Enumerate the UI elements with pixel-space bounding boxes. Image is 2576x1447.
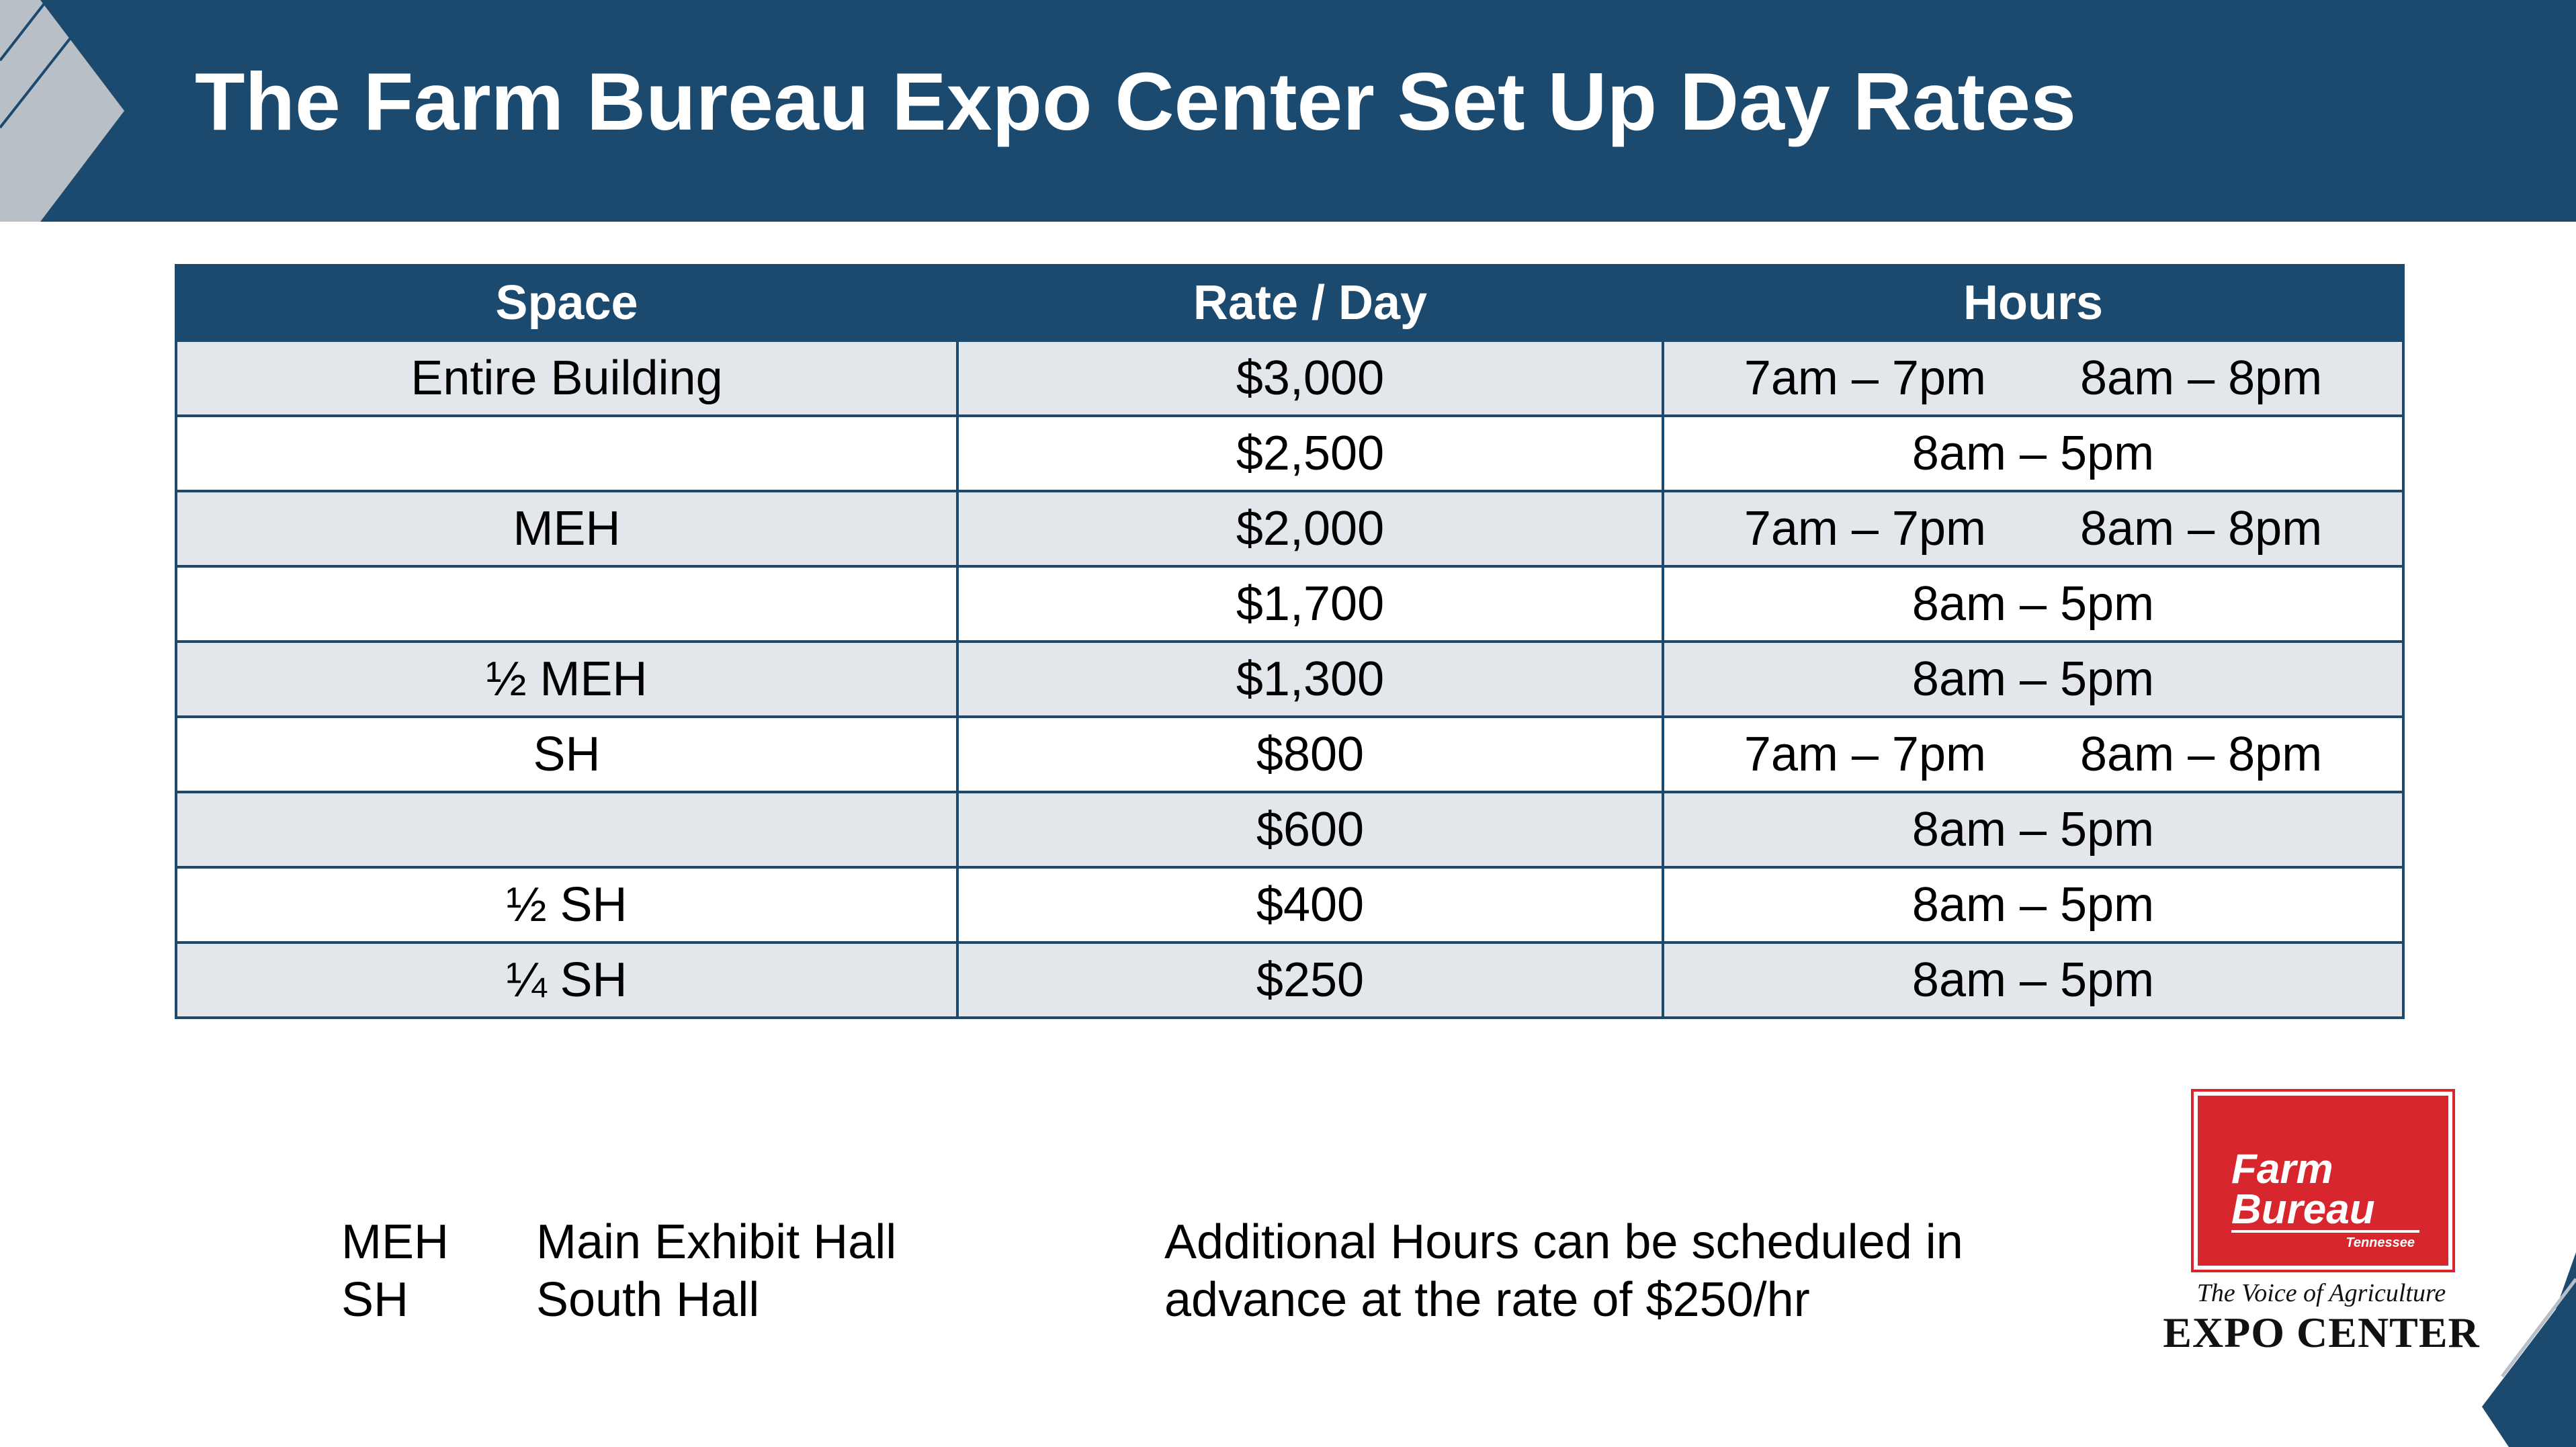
legend-meaning: South Hall [536,1273,760,1327]
rate-cell: $250 [956,941,1664,1019]
page-title: The Farm Bureau Expo Center Set Up Day R… [195,56,2076,147]
hours-range: 8am – 8pm [2080,502,2323,556]
logo-rule [2231,1230,2419,1233]
logo-name: EXPO CENTER [2163,1309,2480,1356]
table-row: $2,500 8am – 5pm [175,414,2405,492]
rate-cell: $400 [956,866,1664,944]
table-row: Entire Building $3,000 7am – 7pm 8am – 8p… [175,339,2405,417]
rate-cell: $1,300 [956,640,1664,718]
hours-range: 7am – 7pm [1744,502,1986,556]
note-line: Additional Hours can be scheduled in [1164,1215,1963,1269]
chevron-decoration [0,0,124,222]
table-row: SH $800 7am – 7pm 8am – 8pm [175,715,2405,793]
expo-center-logo: Farm Bureau Tennessee The Voice of Agric… [2157,1089,2486,1360]
space-cell [175,565,959,643]
space-cell: ½ MEH [175,640,959,718]
table-header-row: Space Rate / Day Hours [175,264,2405,342]
table-row: MEH $2,000 7am – 7pm 8am – 8pm [175,490,2405,568]
hours-cell: 7am – 7pm 8am – 8pm [1662,490,2405,568]
note-line: advance at the rate of $250/hr [1164,1273,1810,1327]
hours-range: 7am – 7pm [1744,351,1986,405]
space-cell: ¼ SH [175,941,959,1019]
legend-item: SH South Hall [341,1271,896,1329]
rate-cell: $600 [956,791,1664,869]
legend-item: MEH Main Exhibit Hall [341,1213,896,1271]
space-cell: MEH [175,490,959,568]
hours-cell: 8am – 5pm [1662,866,2405,944]
logo-brand-text: Farm Bureau [2231,1146,2375,1233]
rate-cell: $2,000 [956,490,1664,568]
table-row: ½ SH $400 8am – 5pm [175,866,2405,944]
space-cell: Entire Building [175,339,959,417]
table-row: $600 8am – 5pm [175,791,2405,869]
rate-cell: $1,700 [956,565,1664,643]
title-banner: The Farm Bureau Expo Center Set Up Day R… [0,0,2576,222]
hours-range: 8am – 8pm [2080,351,2323,405]
hours-cell: 8am – 5pm [1662,640,2405,718]
table-row: $1,700 8am – 5pm [175,565,2405,643]
space-cell: SH [175,715,959,793]
hours-cell: 8am – 5pm [1662,941,2405,1019]
space-cell: ½ SH [175,866,959,944]
rate-cell: $800 [956,715,1664,793]
space-cell [175,791,959,869]
column-header-rate: Rate / Day [956,264,1664,342]
hours-cell: 7am – 7pm 8am – 8pm [1662,715,2405,793]
legend-meaning: Main Exhibit Hall [536,1215,897,1269]
additional-hours-note: Additional Hours can be scheduled in adv… [1164,1213,2038,1329]
hours-range: 7am – 7pm [1744,728,1986,781]
table-row: ¼ SH $250 8am – 5pm [175,941,2405,1019]
farm-bureau-badge: Farm Bureau Tennessee [2191,1089,2455,1272]
hours-cell: 7am – 7pm 8am – 8pm [1662,339,2405,417]
table-row: ½ MEH $1,300 8am – 5pm [175,640,2405,718]
corner-chevron-decoration [2482,1252,2576,1447]
logo-state: Tennessee [2346,1235,2415,1250]
legend-abbreviation: MEH [341,1215,449,1269]
legend-abbreviation: SH [341,1273,409,1327]
hours-range: 8am – 8pm [2080,728,2323,781]
logo-tagline: The Voice of Agriculture [2196,1279,2446,1307]
hours-cell: 8am – 5pm [1662,414,2405,492]
hours-cell: 8am – 5pm [1662,565,2405,643]
column-header-space: Space [175,264,959,342]
abbreviation-legend: MEH Main Exhibit Hall SH South Hall [341,1213,896,1329]
space-cell [175,414,959,492]
rate-cell: $3,000 [956,339,1664,417]
column-header-hours: Hours [1662,264,2405,342]
hours-cell: 8am – 5pm [1662,791,2405,869]
rate-cell: $2,500 [956,414,1664,492]
rates-table: Space Rate / Day Hours Entire Building $… [175,264,2405,1019]
